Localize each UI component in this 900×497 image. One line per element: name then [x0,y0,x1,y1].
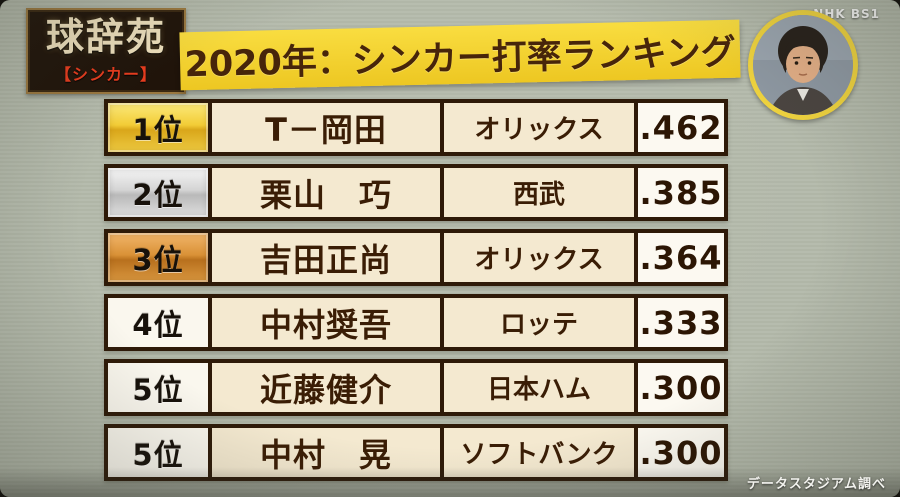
average-cell: .300 [634,424,728,481]
person-portrait-graphic [753,15,853,115]
player-cell: 中村奨吾 [208,294,444,351]
average-cell: .333 [634,294,728,351]
data-source-credit: データスタジアム調べ [746,477,886,492]
average-cell: .462 [634,99,728,156]
player-cell: T－岡田 [208,99,444,156]
average-cell: .300 [634,359,728,416]
player-cell: 栗山 巧 [208,164,444,221]
host-photo [748,10,858,120]
table-row: 5位 近藤健介 日本ハム .300 [104,359,744,416]
player-cell: 近藤健介 [208,359,444,416]
average-cell: .364 [634,229,728,286]
team-cell: 日本ハム [440,359,638,416]
team-cell: 西武 [440,164,638,221]
rank-cell: 2位 [104,164,212,221]
title-banner-text: 2020年：シンカー打率ランキング [184,32,737,85]
show-logo: 球辞苑 【シンカー】 [26,8,186,94]
average-cell: .385 [634,164,728,221]
ranking-table: 1位 T－岡田 オリックス .462 2位 栗山 巧 西武 .385 3位 吉田… [104,99,744,489]
show-logo-title: 球辞苑 [45,13,166,59]
rank-cell: 5位 [104,359,212,416]
player-cell: 中村 晃 [208,424,444,481]
table-row: 4位 中村奨吾 ロッテ .333 [104,294,744,351]
team-cell: ロッテ [440,294,638,351]
table-row: 5位 中村 晃 ソフトバンク .300 [104,424,744,481]
rank-cell: 4位 [104,294,212,351]
rank-cell: 1位 [104,99,212,156]
show-logo-subtitle: 【シンカー】 [54,64,157,84]
table-row: 3位 吉田正尚 オリックス .364 [104,229,744,286]
table-row: 2位 栗山 巧 西武 .385 [104,164,744,221]
player-cell: 吉田正尚 [208,229,444,286]
table-row: 1位 T－岡田 オリックス .462 [104,99,744,156]
team-cell: オリックス [440,99,638,156]
team-cell: オリックス [440,229,638,286]
bottom-shade [0,467,900,497]
title-banner: 2020年：シンカー打率ランキング [179,19,741,91]
rank-cell: 3位 [104,229,212,286]
team-cell: ソフトバンク [440,424,638,481]
